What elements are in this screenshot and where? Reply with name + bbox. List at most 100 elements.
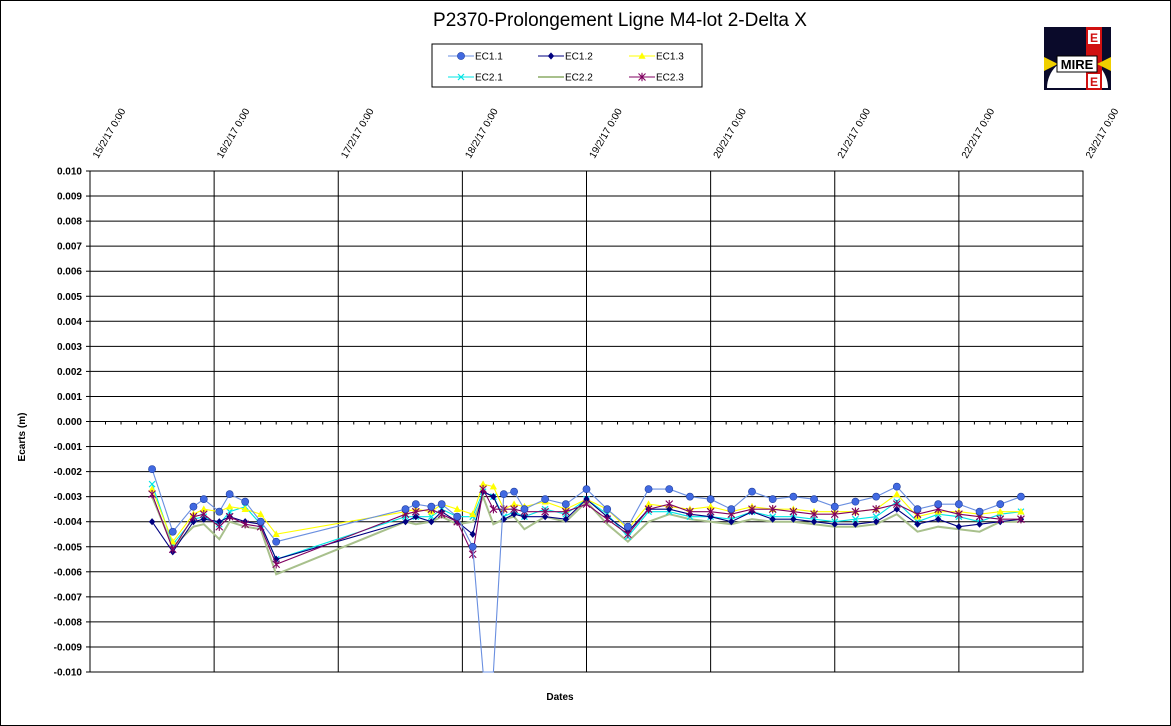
data-point-diamond — [402, 518, 409, 526]
data-point-circle — [199, 495, 208, 504]
data-point-x-stroke — [226, 508, 234, 516]
data-point-star — [437, 509, 446, 519]
data-point-circle — [541, 495, 550, 504]
logo-letter: E — [1090, 31, 1098, 45]
logo-plate — [1056, 55, 1098, 73]
data-point-circle — [148, 465, 156, 473]
series-EC1-1 — [148, 465, 1025, 673]
data-point-x-stroke — [872, 513, 880, 521]
data-point-star — [148, 489, 156, 499]
legend-label: EC1.1 — [475, 52, 503, 63]
data-point-triangle — [479, 480, 487, 487]
y-tick-label: 0.009 — [57, 192, 82, 203]
data-point-diamond — [872, 518, 880, 526]
data-point-circle — [727, 505, 736, 514]
data-point-circle — [851, 497, 860, 506]
data-point-diamond — [412, 513, 420, 521]
data-point-star — [272, 560, 281, 569]
data-point-triangle — [893, 490, 901, 497]
x-tick-label: 17/2/17 0:00 — [339, 106, 377, 160]
data-point-circle — [623, 522, 632, 531]
data-point-diamond — [521, 513, 528, 521]
data-point-circle — [582, 485, 591, 494]
data-point-star — [810, 509, 818, 519]
data-point-triangle — [707, 502, 715, 510]
y-tick-label: 0.000 — [57, 417, 82, 428]
y-tick-label: -0.003 — [54, 492, 83, 503]
data-point-triangle — [272, 530, 280, 538]
data-point-star — [872, 504, 881, 514]
data-point-diamond — [490, 493, 497, 501]
data-point-triangle — [257, 510, 265, 517]
y-axis-label: Ecarts (m) — [17, 413, 28, 462]
data-point-diamond — [934, 515, 942, 523]
data-point-star — [996, 514, 1005, 524]
data-point-circle — [561, 500, 570, 509]
logo-letter: E — [1090, 75, 1098, 89]
data-point-circle — [892, 482, 901, 491]
x-tick-label: 16/2/17 0:00 — [215, 106, 253, 160]
data-point-circle — [189, 502, 198, 511]
data-point-circle — [954, 500, 963, 509]
data-point-circle — [499, 490, 508, 499]
data-point-diamond — [148, 518, 156, 526]
series-line — [151, 493, 1021, 576]
data-point-diamond — [562, 515, 570, 523]
data-point-diamond — [728, 518, 735, 526]
data-point-x — [148, 480, 156, 488]
y-tick-label: -0.007 — [54, 592, 83, 603]
data-point-star — [215, 522, 224, 531]
data-point-diamond — [893, 505, 901, 513]
y-tick-label: -0.008 — [54, 617, 83, 628]
data-point-diamond — [790, 515, 797, 523]
legend-entry-EC2-1: EC2.1 — [448, 73, 503, 84]
data-point-x-stroke — [148, 480, 156, 488]
data-point-x — [226, 508, 234, 516]
data-point-star — [225, 512, 234, 521]
data-point-star — [1017, 514, 1025, 524]
data-point-diamond — [852, 520, 859, 528]
data-point-circle — [686, 492, 694, 501]
series-EC2-2 — [151, 493, 1021, 576]
data-point-triangle — [469, 510, 477, 517]
legend: EC1.1 EC1.2 EC1.3 EC2.1 EC2.2 EC2.3 — [431, 43, 703, 88]
data-point-triangle — [148, 485, 156, 492]
y-axis: 0.010 0.009 0.008 0.007 0.006 0.005 0.004 0.003… — [54, 167, 90, 679]
data-point-circle — [706, 495, 715, 504]
legend-label: EC2.3 — [656, 73, 684, 84]
legend-entry-EC1-1: EC1.1 — [448, 52, 503, 63]
data-point-diamond — [831, 520, 838, 528]
data-point-x — [872, 513, 880, 521]
data-point-circle — [975, 507, 984, 516]
data-point-triangle — [638, 52, 646, 59]
logo-staff-segment-1 — [1088, 30, 1100, 44]
y-tick-label: 0.007 — [57, 242, 82, 253]
data-point-circle — [768, 495, 777, 504]
logo-staff-segment-2 — [1088, 74, 1100, 88]
data-point-star — [830, 509, 839, 519]
data-point-circle — [272, 537, 281, 546]
data-point-circle — [256, 517, 265, 526]
x-tick-label: 20/2/17 0:00 — [712, 106, 750, 160]
data-point-diamond — [547, 52, 555, 60]
data-point-circle — [510, 487, 518, 496]
data-point-star — [892, 499, 901, 509]
x-tick-label: 15/2/17 0:00 — [91, 106, 129, 160]
data-point-triangle — [200, 505, 208, 512]
data-point-circle — [913, 505, 922, 514]
data-point-star — [199, 509, 208, 519]
data-point-star — [499, 504, 508, 514]
data-point-diamond — [469, 530, 476, 538]
legend-label: EC1.2 — [565, 52, 593, 63]
data-point-diamond — [541, 513, 549, 521]
data-point-diamond — [810, 518, 818, 526]
y-tick-label: -0.009 — [54, 642, 83, 653]
data-point-star — [768, 504, 777, 514]
x-tick-label: 18/2/17 0:00 — [463, 106, 501, 160]
legend-label: EC1.3 — [656, 52, 684, 63]
data-point-circle — [789, 492, 798, 501]
data-point-diamond — [707, 513, 714, 521]
data-point-star — [479, 484, 487, 494]
y-tick-label: 0.002 — [57, 367, 82, 378]
